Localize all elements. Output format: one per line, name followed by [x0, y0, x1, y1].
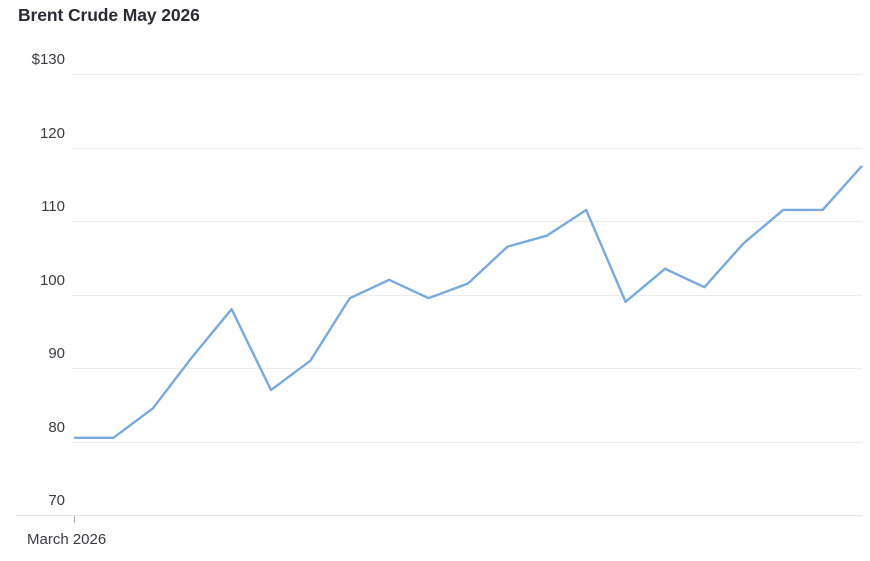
brent-crude-line-series [74, 165, 863, 440]
page-title: Brent Crude May 2026 [18, 5, 200, 25]
y-axis-tick-label: 110 [41, 198, 65, 215]
gridline-110 [72, 221, 862, 222]
gridline-100 [72, 294, 862, 296]
gridline-120 [72, 147, 862, 149]
y-axis-tick-label: 120 [39, 124, 65, 142]
y-axis-tick-label: $130 [31, 51, 65, 68]
gridline-130 [72, 74, 862, 75]
gridline-90 [72, 368, 862, 369]
y-axis-tick-label: 70 [48, 492, 65, 509]
y-axis-tick-label: 100 [39, 271, 65, 289]
y-axis-tick-label: 80 [48, 418, 65, 436]
y-axis-tick-label: 90 [48, 345, 65, 362]
gridline-80 [72, 441, 862, 443]
x-axis-tick-label: March 2026 [27, 531, 107, 548]
x-axis-line [16, 515, 862, 516]
x-axis-tick-mark [74, 516, 75, 523]
